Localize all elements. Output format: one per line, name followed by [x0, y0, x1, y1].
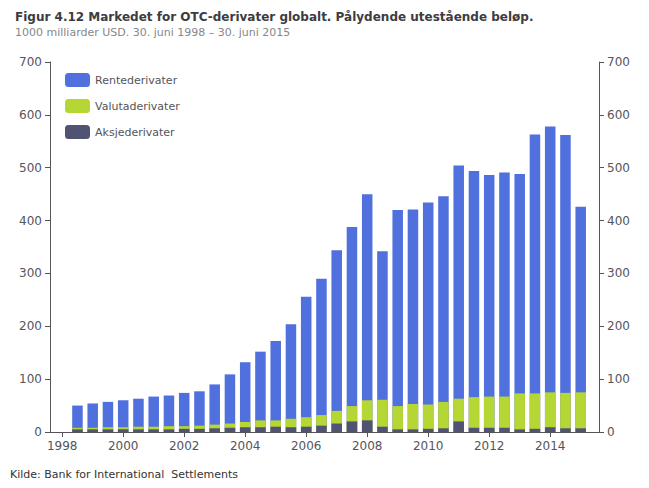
svg-text:1000 milliarder USD. 30. juni: 1000 milliarder USD. 30. juni 1998 – 30.… — [15, 26, 290, 39]
svg-text:600: 600 — [19, 108, 42, 122]
svg-text:200: 200 — [607, 319, 630, 333]
svg-text:400: 400 — [19, 214, 42, 228]
svg-text:100: 100 — [607, 372, 630, 386]
svg-text:200: 200 — [19, 319, 42, 333]
svg-text:Kilde: Bank for International: Kilde: Bank for International Settlement… — [10, 468, 238, 481]
svg-text:Aksjederivater: Aksjederivater — [95, 126, 175, 139]
svg-text:500: 500 — [607, 161, 630, 175]
svg-text:300: 300 — [607, 266, 630, 280]
svg-text:2010: 2010 — [413, 439, 444, 453]
svg-text:100: 100 — [19, 372, 42, 386]
svg-text:500: 500 — [19, 161, 42, 175]
svg-text:2004: 2004 — [230, 439, 261, 453]
svg-text:400: 400 — [607, 214, 630, 228]
svg-text:700: 700 — [607, 55, 630, 69]
svg-text:1998: 1998 — [47, 439, 78, 453]
svg-text:Valutaderivater: Valutaderivater — [95, 100, 180, 113]
svg-text:0: 0 — [34, 425, 42, 439]
svg-text:2002: 2002 — [169, 439, 200, 453]
svg-text:2014: 2014 — [535, 439, 566, 453]
svg-text:600: 600 — [607, 108, 630, 122]
svg-text:2000: 2000 — [108, 439, 139, 453]
svg-text:Figur 4.12 Markedet for OTC-de: Figur 4.12 Markedet for OTC-derivater gl… — [15, 10, 534, 24]
svg-text:2012: 2012 — [474, 439, 505, 453]
svg-text:300: 300 — [19, 266, 42, 280]
svg-text:700: 700 — [19, 55, 42, 69]
svg-text:2008: 2008 — [352, 439, 383, 453]
svg-text:0: 0 — [607, 425, 615, 439]
svg-text:Rentederivater: Rentederivater — [95, 74, 178, 87]
svg-text:2006: 2006 — [291, 439, 322, 453]
